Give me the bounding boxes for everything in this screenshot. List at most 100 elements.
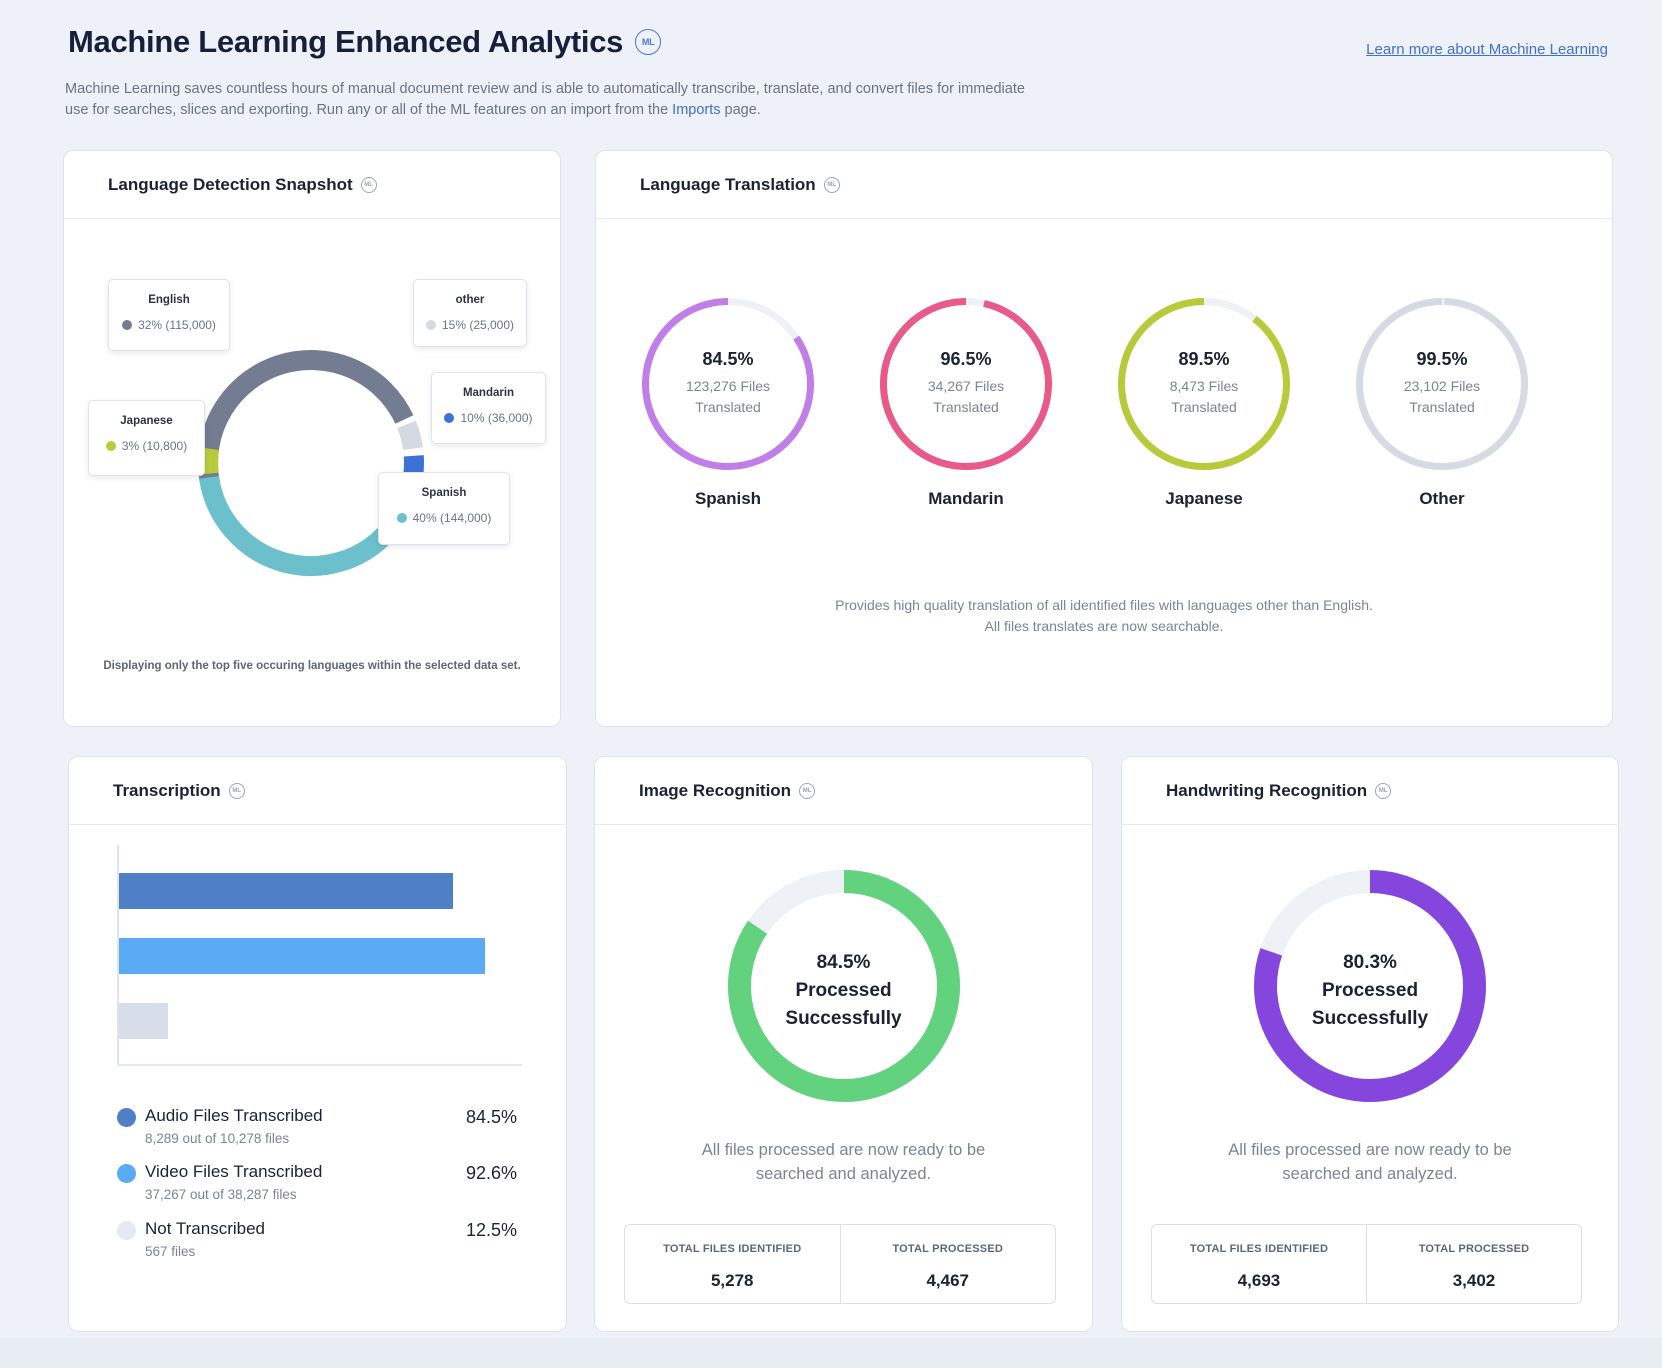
image-recognition-card: Image Recognition ML 84.5% Processed Suc… bbox=[594, 756, 1093, 1332]
label-value: 15% (25,000) bbox=[441, 318, 515, 332]
legend-dot bbox=[117, 1164, 136, 1183]
ring-progress-arc bbox=[1254, 870, 1486, 1102]
card-title: Image Recognition bbox=[639, 780, 792, 800]
stat-total-processed: TOTAL PROCESSED 3,402 bbox=[1366, 1225, 1581, 1303]
label-value: 3% (10,800) bbox=[121, 439, 188, 453]
ring-files: 8,473 Files bbox=[1169, 378, 1239, 394]
ring-label-line3: Successfully bbox=[1311, 1008, 1429, 1029]
translation-note-line1: Provides high quality translation of all… bbox=[835, 597, 1373, 613]
ml-badge-icon: ML bbox=[823, 176, 840, 193]
intro-text-part1: Machine Learning saves countless hours o… bbox=[65, 81, 1025, 118]
card-header: Handwriting Recognition ML bbox=[1122, 757, 1618, 825]
card-title: Handwriting Recognition bbox=[1166, 780, 1368, 800]
ring-files: 23,102 Files bbox=[1403, 378, 1481, 394]
imports-link[interactable]: Imports bbox=[672, 102, 721, 118]
label-name: other bbox=[455, 294, 485, 306]
legend-value: 84.5% bbox=[465, 1107, 517, 1127]
english-label: English 32% (115,000) bbox=[108, 279, 230, 351]
page-footer-strip bbox=[0, 1338, 1662, 1368]
card-title: Language Translation bbox=[640, 174, 816, 194]
intro-text-part2: page. bbox=[720, 102, 761, 118]
ring-progress-arc bbox=[642, 298, 814, 470]
legend-detail: 567 files bbox=[145, 1244, 196, 1259]
detection-note: Displaying only the top five occuring la… bbox=[103, 660, 521, 672]
stat-value: 3,402 bbox=[1452, 1271, 1496, 1290]
chart-x-axis bbox=[117, 1064, 522, 1066]
ml-badge-icon: ML bbox=[635, 29, 662, 55]
ring-language: Other bbox=[1419, 489, 1465, 508]
spanish-label: Spanish 40% (144,000) bbox=[378, 472, 510, 545]
ml-badge-icon: ML bbox=[360, 176, 377, 193]
legend-dot bbox=[105, 441, 116, 451]
ring-language: Japanese bbox=[1165, 489, 1243, 508]
ring-label-line2: Processed bbox=[795, 980, 892, 1001]
donut-segment-english bbox=[198, 350, 414, 483]
stat-label: TOTAL FILES IDENTIFIED bbox=[663, 1243, 802, 1255]
card-header: Language Translation ML bbox=[596, 151, 1612, 219]
intro-text: Machine Learning saves countless hours o… bbox=[65, 79, 1045, 121]
progress-ring bbox=[1356, 298, 1528, 470]
ring-percent: 84.5% bbox=[702, 349, 754, 369]
ring-action: Translated bbox=[933, 399, 999, 415]
stat-value: 4,467 bbox=[926, 1271, 970, 1290]
legend-dot bbox=[117, 1221, 136, 1240]
chart-y-axis bbox=[117, 845, 119, 1065]
image-recognition-ring: 84.5% Processed Successfully bbox=[595, 869, 1092, 1103]
japanese-label: Japanese 3% (10,800) bbox=[88, 400, 205, 476]
ring-label-line2: Processed bbox=[1321, 980, 1419, 1001]
learn-more-link[interactable]: Learn more about Machine Learning bbox=[1366, 41, 1608, 58]
transcription-card: Transcription ML Audio Files Transcribed… bbox=[68, 756, 567, 1332]
progress-ring bbox=[1118, 298, 1290, 470]
progress-ring bbox=[642, 298, 814, 470]
legend-dot bbox=[122, 320, 133, 330]
page-title: Machine Learning Enhanced Analytics ML bbox=[68, 24, 662, 60]
progress-ring bbox=[880, 298, 1052, 470]
label-value: 40% (144,000) bbox=[412, 511, 492, 525]
card-header: Image Recognition ML bbox=[595, 757, 1092, 825]
ring-action: Translated bbox=[695, 399, 761, 415]
card-title: Transcription bbox=[113, 780, 221, 800]
legend-detail: 8,289 out of 10,278 files bbox=[145, 1131, 290, 1146]
ml-badge-icon: ML bbox=[228, 782, 245, 799]
donut-segment-other bbox=[397, 420, 423, 451]
transcription-bar-video bbox=[119, 938, 485, 974]
card-header: Transcription ML bbox=[69, 757, 566, 825]
page-title-text: Machine Learning Enhanced Analytics bbox=[68, 24, 624, 59]
stats-box: TOTAL FILES IDENTIFIED 5,278 TOTAL PROCE… bbox=[624, 1224, 1056, 1304]
legend-value: 92.6% bbox=[465, 1163, 517, 1183]
label-value: 10% (36,000) bbox=[460, 411, 533, 425]
ring-files: 34,267 Files bbox=[927, 378, 1005, 394]
translation-note: Provides high quality translation of all… bbox=[596, 595, 1612, 637]
other-label: other 15% (25,000) bbox=[413, 279, 527, 347]
legend-dot bbox=[444, 413, 455, 423]
stat-label: TOTAL PROCESSED bbox=[1418, 1243, 1530, 1255]
legend-name: Video Files Transcribed bbox=[145, 1162, 323, 1181]
ml-badge-icon: ML bbox=[1375, 782, 1392, 799]
transcription-bar-audio bbox=[119, 873, 453, 909]
translation-ring-mandarin: 96.5% 34,267 Files Translated Mandarin bbox=[879, 297, 1053, 509]
stats-box: TOTAL FILES IDENTIFIED 4,693 TOTAL PROCE… bbox=[1151, 1224, 1582, 1304]
ring-files: 123,276 Files bbox=[685, 378, 771, 394]
ring-percent: 80.3% bbox=[1343, 952, 1397, 973]
card-title: Language Detection Snapshot bbox=[108, 174, 353, 194]
ring-percent: 96.5% bbox=[940, 349, 992, 369]
label-name: Mandarin bbox=[462, 387, 515, 399]
handwriting-recognition-note: All files processed are now ready to be … bbox=[1122, 1138, 1618, 1186]
handwriting-recognition-card: Handwriting Recognition ML 80.3% Process… bbox=[1121, 756, 1619, 1332]
legend-value: 12.5% bbox=[465, 1220, 517, 1240]
legend-dot bbox=[396, 513, 407, 523]
stat-value: 4,693 bbox=[1237, 1271, 1281, 1290]
ring-progress-arc bbox=[1356, 298, 1528, 470]
language-translation-card: Language Translation ML 84.5% 123,276 Fi… bbox=[595, 150, 1613, 727]
handwriting-recognition-ring: 80.3% Processed Successfully bbox=[1122, 869, 1618, 1103]
donut-segment-spanish bbox=[199, 475, 398, 576]
ring-percent: 84.5% bbox=[816, 952, 871, 973]
ring-progress-arc bbox=[880, 298, 1052, 470]
legend-detail: 37,267 out of 38,287 files bbox=[145, 1187, 297, 1202]
translation-ring-japanese: 89.5% 8,473 Files Translated Japanese bbox=[1117, 297, 1291, 509]
transcription-bar-not-transcribed bbox=[119, 1003, 168, 1039]
legend-name: Not Transcribed bbox=[145, 1219, 265, 1238]
mandarin-label: Mandarin 10% (36,000) bbox=[431, 372, 546, 444]
translation-ring-spanish: 84.5% 123,276 Files Translated Spanish bbox=[641, 297, 815, 509]
legend-dot bbox=[117, 1108, 136, 1127]
